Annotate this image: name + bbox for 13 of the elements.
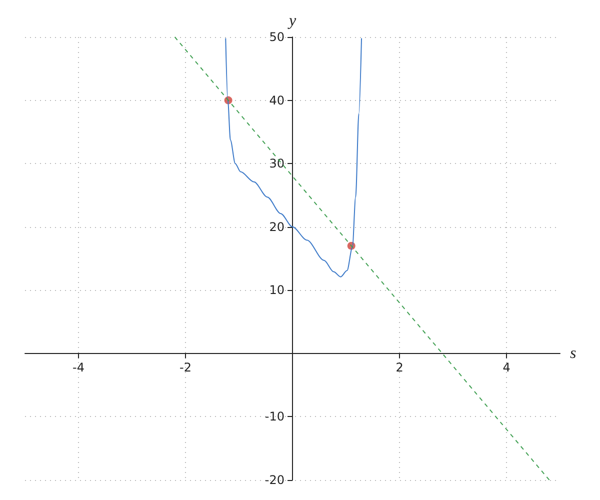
x-tick-label: -4	[72, 360, 84, 374]
y-tick-label: 20	[269, 220, 284, 234]
x-axis-title: s	[570, 344, 576, 362]
y-tick-label: -20	[264, 473, 284, 487]
y-tick-label: 50	[269, 30, 284, 44]
x-tick-label: 4	[502, 360, 510, 374]
y-tick-label: 10	[269, 283, 284, 298]
x-tick-label: -2	[180, 360, 192, 374]
y-tick-label: 40	[269, 93, 284, 108]
y-tick-label: 30	[269, 156, 284, 171]
x-tick-label: 2	[396, 360, 404, 374]
y-tick-label: -10	[264, 410, 284, 424]
y-axis-title: y	[286, 12, 297, 30]
